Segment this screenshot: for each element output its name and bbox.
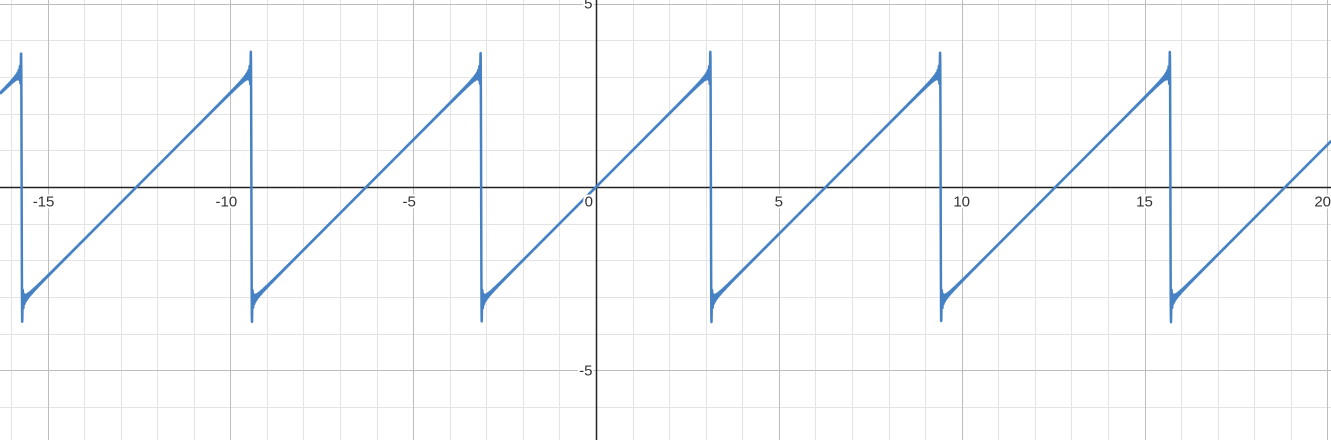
x-tick-label: 10 <box>953 194 970 211</box>
y-tick-labels: 5 -5 <box>577 0 594 381</box>
x-tick-label: -10 <box>216 194 238 211</box>
x-tick-labels: -15 -10 -5 0 5 10 15 20 <box>31 192 1331 213</box>
y-tick-label: 5 <box>584 0 592 13</box>
x-tick-label: -5 <box>403 194 416 211</box>
x-tick-label: -15 <box>33 194 55 211</box>
curves <box>0 50 1331 324</box>
x-tick-label: 20 <box>1314 194 1331 211</box>
x-tick-label: 5 <box>775 194 783 211</box>
y-tick-label: -5 <box>579 362 592 379</box>
sawtooth-curve-0[interactable] <box>0 50 1331 324</box>
x-tick-label: 0 <box>585 194 593 211</box>
x-tick-label: 15 <box>1136 194 1153 211</box>
